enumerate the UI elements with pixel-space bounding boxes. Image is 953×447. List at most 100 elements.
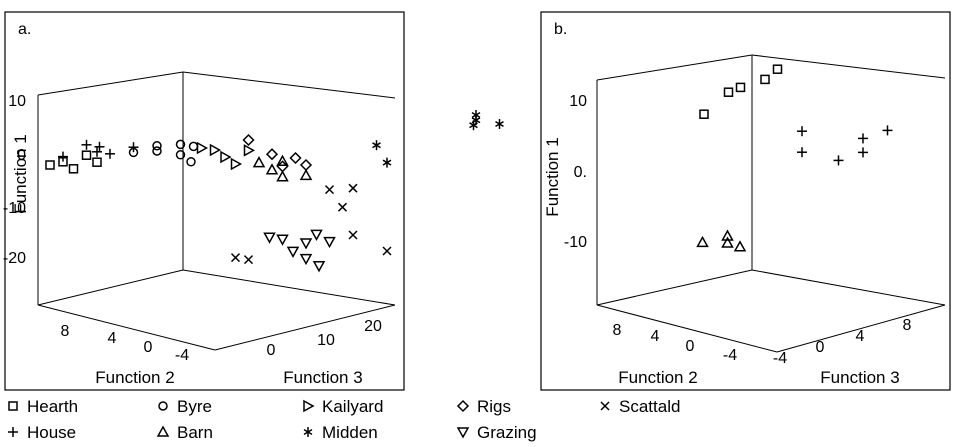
triangle-up-icon	[156, 425, 170, 437]
tick-label: 10	[317, 332, 335, 349]
grazing-point	[276, 234, 289, 246]
legend-item-barn: Barn	[156, 423, 213, 442]
tick-label: 4	[108, 330, 117, 347]
legend-label: Midden	[322, 423, 378, 442]
grazing-point	[310, 229, 323, 241]
barn-point	[721, 229, 734, 241]
barn-point	[265, 163, 279, 175]
rigs-point	[299, 158, 313, 172]
square-icon	[8, 401, 18, 411]
legend-label: Hearth	[27, 397, 78, 416]
barn-point	[721, 236, 734, 248]
grazing-point	[323, 236, 336, 249]
panel-a-box	[37, 71, 396, 351]
kailyard-point	[209, 143, 222, 157]
midden-point	[372, 140, 381, 151]
house-point	[128, 142, 139, 153]
scattald-point	[382, 246, 392, 256]
tick-label: -4	[723, 347, 737, 364]
panel-a-left-depth-axis-title: Function 2	[95, 368, 174, 387]
tick-label: -10	[564, 234, 587, 251]
tick-label: 8	[61, 323, 70, 340]
hearth-point	[92, 157, 102, 167]
barn-point	[276, 170, 289, 182]
tick-label: 0	[267, 342, 276, 359]
kailyard-point	[220, 150, 232, 164]
house-point	[833, 155, 844, 166]
scattald-point	[324, 185, 335, 195]
barn-point	[299, 168, 313, 181]
tick-label: 10	[569, 93, 587, 110]
grazing-point	[263, 232, 276, 244]
house-point	[81, 139, 92, 150]
legend-label: Scattald	[619, 397, 680, 416]
hearth-point	[735, 82, 746, 93]
legend-item-kailyard: Kailyard	[303, 397, 383, 416]
rigs-point	[289, 151, 302, 165]
scattald-point	[348, 183, 358, 193]
byre-point	[128, 147, 139, 158]
tick-label: -4	[175, 347, 189, 364]
byre-point	[188, 141, 199, 152]
hearth-point	[772, 64, 783, 74]
panel-a-left-depth-ticks: 8 4 0 -4	[61, 323, 190, 364]
panel-a-points	[45, 110, 504, 273]
barn-point	[696, 235, 709, 248]
byre-point	[152, 141, 162, 151]
rigs-point	[242, 133, 255, 147]
house-point	[92, 146, 102, 157]
legend-label: Barn	[177, 423, 213, 442]
hearth-point	[699, 109, 709, 119]
tick-label: 4	[651, 328, 660, 345]
barn-point	[276, 154, 289, 166]
panel-b-right-depth-ticks: -4 0 4 8	[773, 317, 912, 367]
scattald-point	[230, 253, 241, 263]
panel-b-vertical-ticks: 10 0. -10	[564, 93, 587, 251]
grazing-point	[286, 246, 300, 258]
panel-a-right-depth-ticks: 0 10 20	[267, 318, 382, 359]
tick-label: -10	[3, 200, 26, 217]
midden-point	[495, 119, 504, 129]
panel-b-left-depth-ticks: 8 4 0 -4	[613, 322, 738, 364]
legend-item-midden: Midden	[303, 423, 378, 442]
asterisk-icon	[303, 427, 313, 437]
triangle-right-icon	[303, 399, 315, 413]
house-point	[858, 147, 868, 158]
scattald-point	[337, 202, 348, 212]
x-icon	[600, 401, 610, 411]
panel-b-points	[696, 64, 893, 252]
legend-label: Byre	[177, 397, 212, 416]
byre-point	[152, 146, 162, 156]
hearth-point	[45, 160, 55, 170]
house-point	[858, 133, 868, 144]
house-point	[58, 151, 68, 162]
grazing-point	[299, 238, 313, 250]
tick-label: 20	[364, 318, 382, 335]
kailyard-point	[243, 144, 256, 157]
circle-icon	[158, 401, 168, 411]
tick-label: 4	[856, 328, 865, 345]
legend-item-house: House	[8, 423, 76, 442]
legend-item-scattald: Scattald	[600, 397, 680, 416]
hearth-point	[68, 164, 79, 174]
legend-label: Rigs	[477, 397, 511, 416]
legend-label: Kailyard	[322, 397, 383, 416]
hearth-point	[81, 150, 92, 160]
house-point	[797, 126, 807, 137]
legend-label: House	[27, 423, 76, 442]
midden-point	[382, 157, 392, 168]
panel-b-vertical-axis-title: Function 1	[543, 137, 562, 216]
triangle-down-icon	[456, 427, 470, 439]
legend-label: Grazing	[477, 423, 537, 442]
tick-label: 0	[686, 338, 695, 355]
tick-label: -20	[3, 250, 26, 267]
panel-b-left-depth-axis-title: Function 2	[618, 368, 697, 387]
diamond-icon	[456, 399, 470, 413]
panel-b-letter: b.	[554, 21, 567, 38]
panel-a-right-depth-axis-title: Function 3	[283, 368, 362, 387]
grazing-point	[299, 253, 313, 266]
barn-point	[252, 156, 266, 168]
plus-icon	[8, 427, 18, 437]
tick-label: -4	[773, 350, 787, 367]
